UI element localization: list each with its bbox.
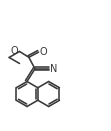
Text: O: O [11,47,19,56]
Text: O: O [40,47,47,57]
Text: N: N [50,64,57,74]
